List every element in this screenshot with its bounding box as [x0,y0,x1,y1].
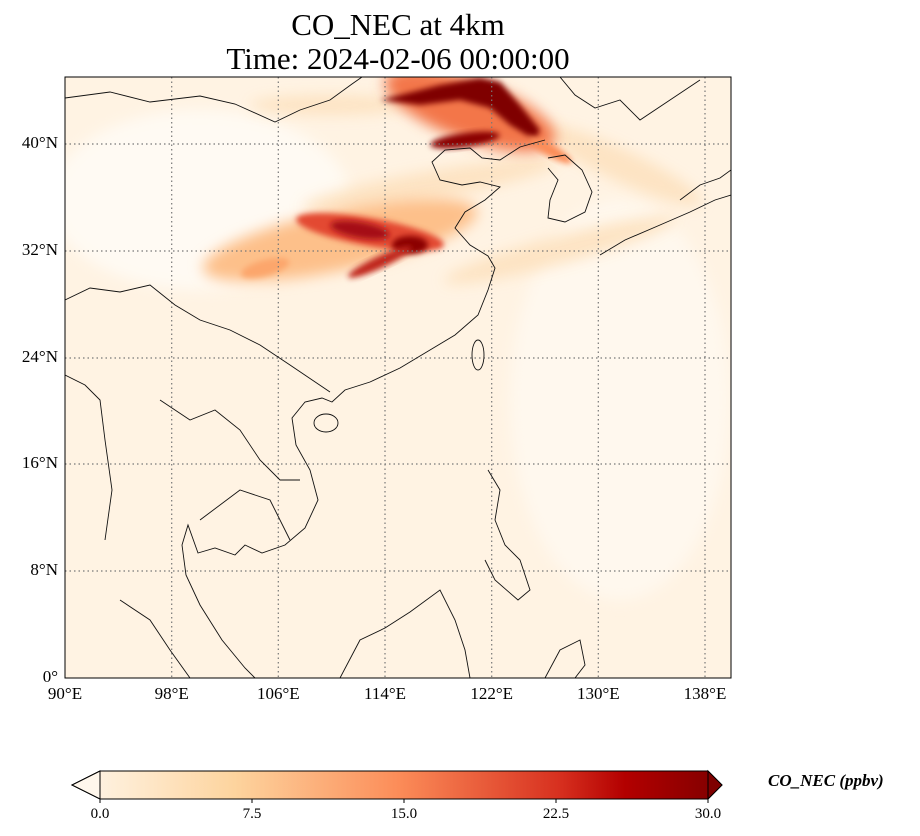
lat-tick-label: 0° [42,667,58,686]
colorbar-tick-label: 30.0 [694,806,722,822]
plot-subtitle-time: Time: 2024-02-06 00:00:00 [226,41,570,76]
plot-title: CO_NEC at 4km [291,7,505,42]
coastlines [65,77,731,678]
lon-tick-label: 90°E [47,684,83,703]
lat-tick-label: 24°N [21,347,58,366]
lon-tick-label: 106°E [256,684,300,703]
lat-tick-label: 16°N [21,453,58,472]
lon-tick-label: 122°E [470,684,514,703]
lon-tick-label: 98°E [154,684,189,703]
colorbar-tick-label: 7.5 [242,806,262,822]
lat-tick-label: 40°N [21,133,58,152]
plume-central-china [202,198,478,282]
lon-tick-label: 138°E [683,684,727,703]
colorbar-tick-label: 15.0 [390,806,418,822]
colorbar [70,769,723,803]
lat-tick-label: 32°N [21,240,58,259]
lon-tick-label: 130°E [576,684,620,703]
map-frame [64,76,732,679]
colorbar-tick-label: 0.0 [90,806,110,822]
lat-tick-label: 8°N [30,560,58,579]
colorbar-tick-label: 22.5 [542,806,570,822]
gridlines [65,77,731,678]
concentration-field [65,77,731,678]
colorbar-label: CO_NEC (ppbv) [768,771,884,790]
lon-tick-label: 114°E [363,684,407,703]
